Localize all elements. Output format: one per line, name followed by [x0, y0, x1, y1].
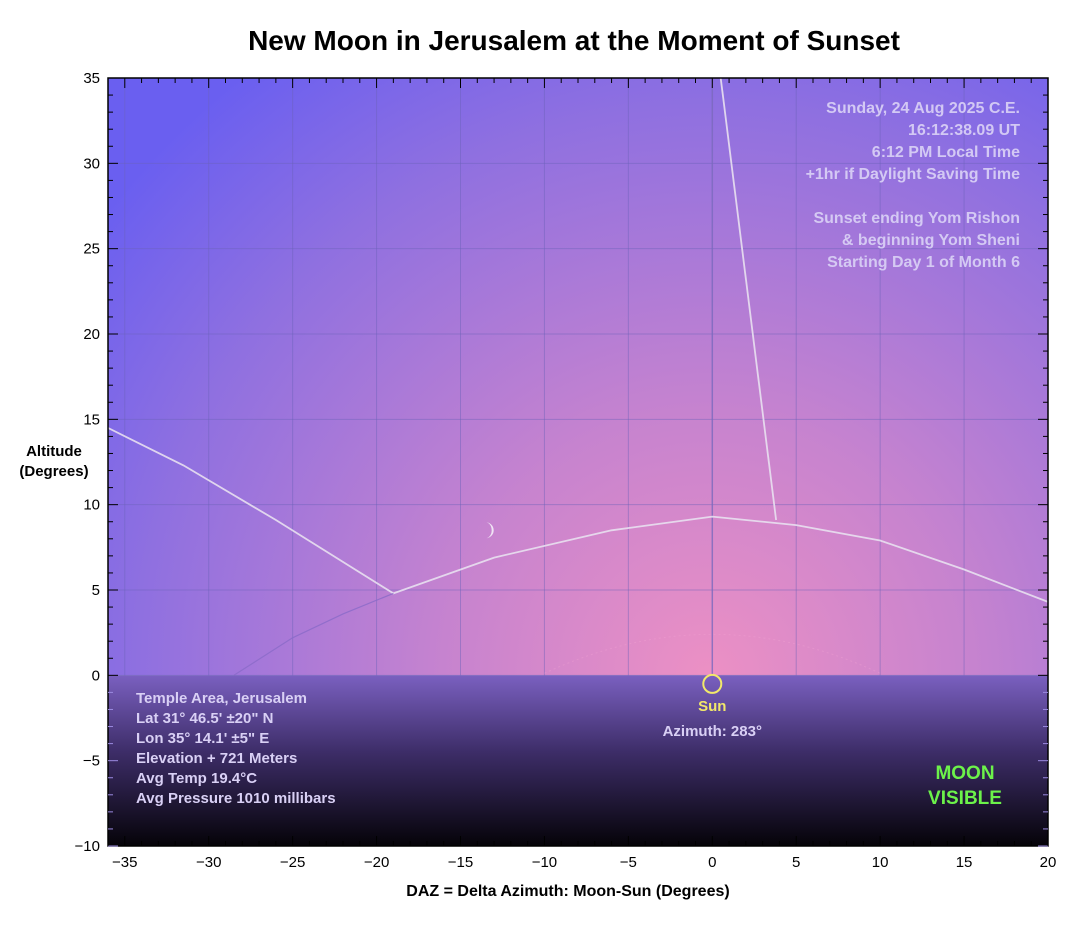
ground-background [108, 675, 1048, 846]
info-bottom-left-line: Lat 31° 46.5' ±20" N [136, 710, 273, 727]
y-tick-label: 10 [83, 497, 100, 514]
plot-area: Sun Azimuth: 283° [108, 78, 1048, 846]
y-axis-label-line2: (Degrees) [19, 463, 88, 480]
info-top-right: Sunday, 24 Aug 2025 C.E. 16:12:38.09 UT 6:… [806, 100, 1021, 271]
info-bottom-left-line: Avg Pressure 1010 millibars [136, 790, 336, 807]
x-tick-labels: −35 −30 −25 −20 −15 −10 −5 0 5 10 15 20 [112, 854, 1056, 871]
moon-crescent-icon [485, 522, 494, 539]
y-tick-label: 15 [83, 411, 100, 428]
axis-ticks [107, 77, 1049, 847]
x-tick-label: 10 [872, 854, 889, 871]
x-tick-label: −35 [112, 854, 137, 871]
y-axis-label-line1: Altitude [26, 443, 82, 460]
x-tick-label: 5 [792, 854, 800, 871]
chart-title: New Moon in Jerusalem at the Moment of S… [248, 25, 900, 56]
info-top-right-line: & beginning Yom Sheni [842, 232, 1020, 249]
y-tick-label: −5 [83, 753, 100, 770]
info-top-right-line: 16:12:38.09 UT [908, 122, 1020, 139]
x-tick-label: −20 [364, 854, 389, 871]
moon-status-line: VISIBLE [928, 788, 1002, 809]
x-tick-label: 15 [956, 854, 973, 871]
y-tick-label: 25 [83, 241, 100, 258]
lower-arc-line [233, 592, 394, 676]
info-top-right-line: 6:12 PM Local Time [872, 144, 1020, 161]
x-tick-label: −25 [280, 854, 305, 871]
series-line-1 [108, 427, 1048, 603]
moon-status: MOON VISIBLE [928, 763, 1002, 809]
sun-marker-icon [702, 673, 723, 694]
info-bottom-left-line: Avg Temp 19.4°C [136, 770, 257, 787]
sun-azimuth-label: Azimuth: 283° [663, 723, 762, 740]
y-tick-label: 30 [83, 155, 100, 172]
series-layer [108, 78, 1048, 676]
info-top-right-line: Sunset ending Yom Rishon [813, 210, 1020, 227]
y-tick-label: 35 [83, 70, 100, 87]
x-tick-label: −15 [448, 854, 473, 871]
x-tick-label: −30 [196, 854, 221, 871]
y-tick-label: 0 [92, 667, 100, 684]
y-tick-label: 20 [83, 326, 100, 343]
sun-label: Sun [698, 698, 726, 715]
sky-background [108, 78, 1048, 676]
y-tick-label: 5 [92, 582, 100, 599]
info-bottom-left-line: Elevation + 721 Meters [136, 750, 297, 767]
series-line-2 [719, 78, 777, 521]
info-top-right-line: Sunday, 24 Aug 2025 C.E. [826, 100, 1020, 117]
y-tick-label: −10 [75, 838, 100, 855]
info-top-right-line: +1hr if Daylight Saving Time [806, 166, 1021, 183]
y-tick-labels: −10 −5 0 5 10 15 20 25 30 35 [75, 70, 100, 855]
info-bottom-left-line: Temple Area, Jerusalem [136, 690, 307, 707]
info-top-right-line: Starting Day 1 of Month 6 [827, 254, 1020, 271]
x-axis-label: DAZ = Delta Azimuth: Moon-Sun (Degrees) [406, 883, 729, 900]
info-bottom-left: Temple Area, Jerusalem Lat 31° 46.5' ±20"… [136, 690, 336, 807]
x-tick-label: 0 [708, 854, 716, 871]
x-tick-label: −5 [620, 854, 637, 871]
x-tick-label: −10 [532, 854, 557, 871]
info-bottom-left-line: Lon 35° 14.1' ±5" E [136, 730, 269, 747]
moon-status-line: MOON [935, 763, 994, 784]
x-tick-label: 20 [1040, 854, 1057, 871]
marker-layer: Sun Azimuth: 283° [485, 522, 762, 740]
grid-lines [108, 78, 1048, 676]
